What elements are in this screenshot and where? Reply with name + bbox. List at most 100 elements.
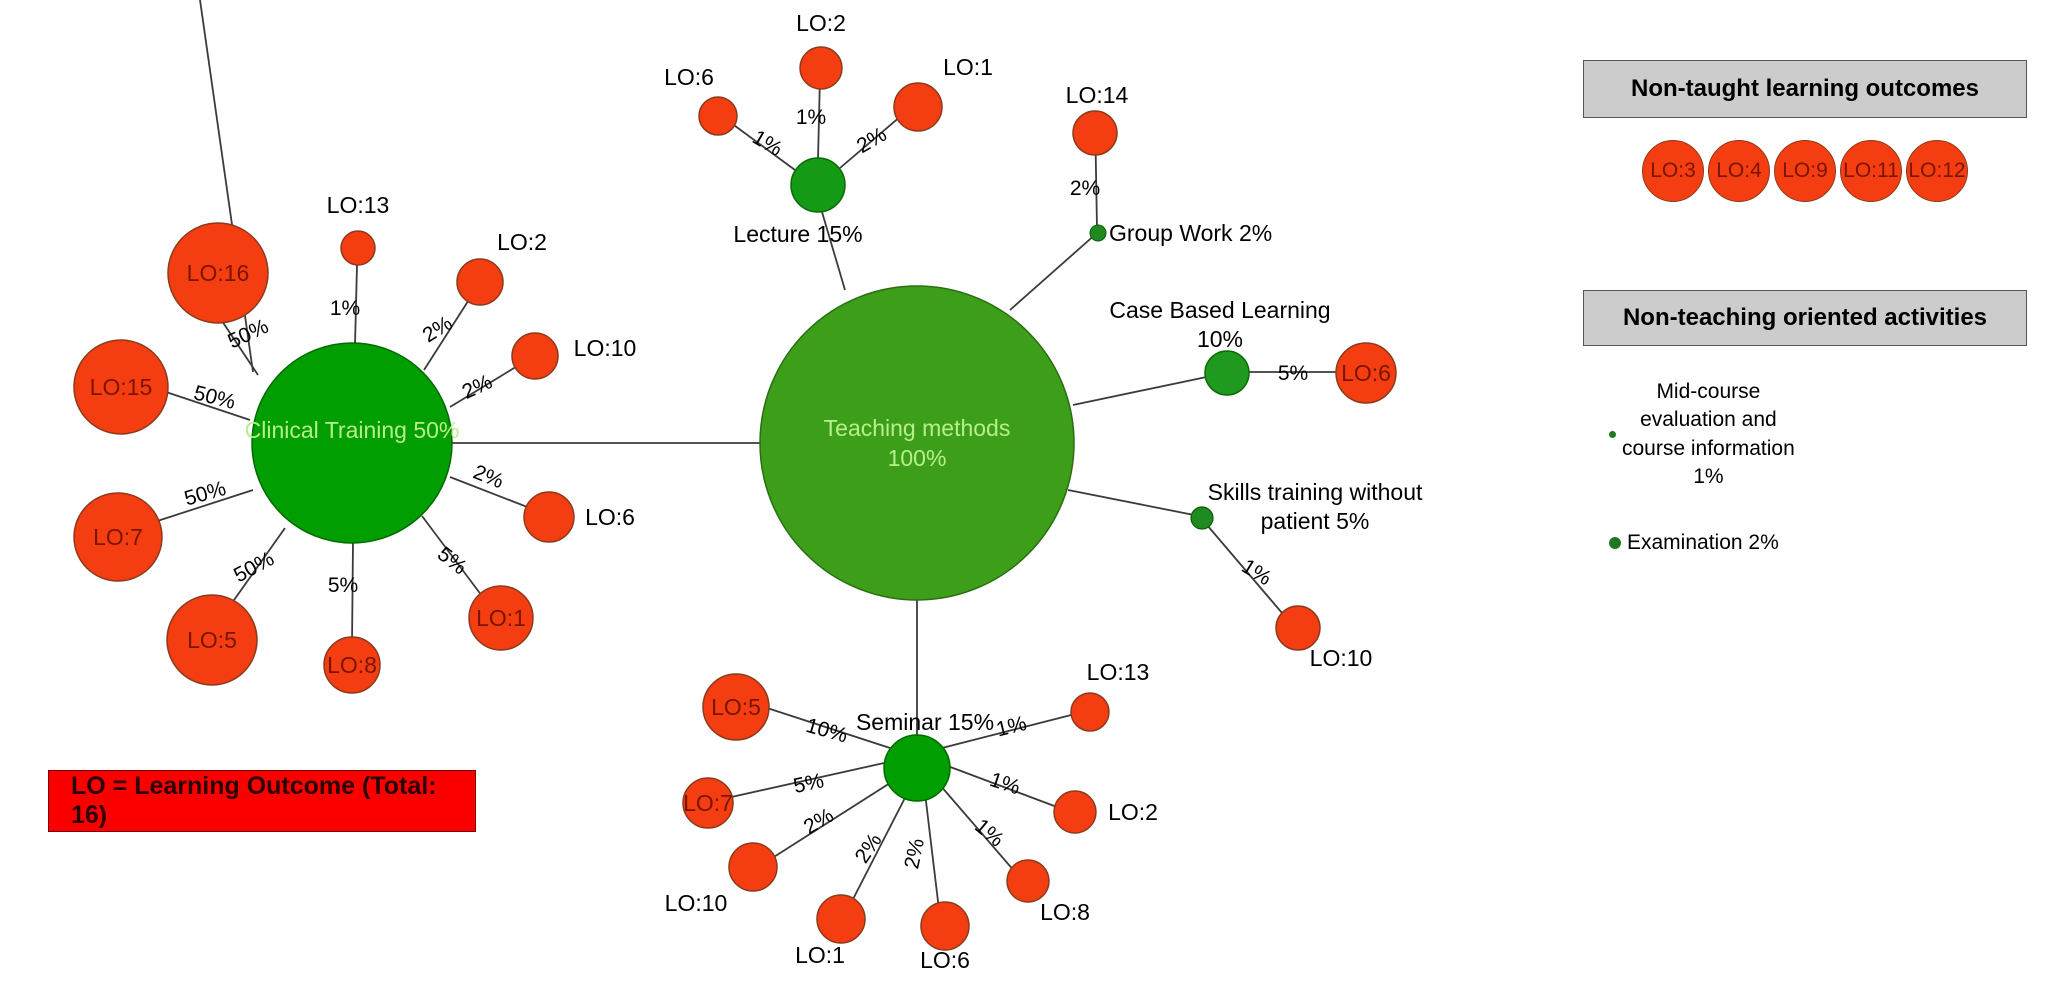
lo-node-sem-lo10[interactable]: LO:10 bbox=[665, 842, 778, 916]
lo-node-skl-lo10-circle[interactable] bbox=[1275, 605, 1321, 651]
node-lecture-circle[interactable] bbox=[790, 157, 846, 213]
node-group-work[interactable]: Group Work 2% bbox=[1089, 220, 1272, 246]
lo-node-ct-lo5[interactable]: LO:5 bbox=[166, 594, 258, 686]
edge-label-ct-lo2: 2% bbox=[419, 312, 457, 348]
edge-sem-lo8 bbox=[939, 784, 1023, 881]
edge-label-sem-lo6: 2% bbox=[900, 836, 929, 870]
lo-node-ct-lo1-circle[interactable] bbox=[468, 585, 534, 651]
node-clinical-training-circle[interactable] bbox=[251, 342, 453, 544]
lo-node-sem-lo8-label: LO:8 bbox=[1040, 899, 1090, 925]
lo-node-sem-lo6[interactable]: LO:6 bbox=[920, 901, 970, 973]
lo-node-lec-lo6-label: LO:6 bbox=[664, 64, 714, 90]
lo-node-sem-lo10-label: LO:10 bbox=[665, 890, 728, 916]
edge-label-lec-lo6: 1% bbox=[748, 126, 786, 161]
lo-node-skl-lo10[interactable]: LO:10 bbox=[1275, 605, 1373, 671]
node-seminar[interactable]: Seminar 15% bbox=[856, 709, 994, 802]
edge-label-sem-lo1: 2% bbox=[851, 829, 887, 867]
lo-node-lec-lo1[interactable]: LO:1 bbox=[893, 54, 993, 132]
edge-label-skl-lo10: 1% bbox=[1237, 555, 1275, 591]
edge-label-sem-lo10: 2% bbox=[800, 804, 838, 839]
node-case-based-learning-circle[interactable] bbox=[1204, 350, 1250, 396]
lo-node-ct-lo7-circle[interactable] bbox=[73, 492, 163, 582]
lo-node-lec-lo2[interactable]: LO:2 bbox=[796, 10, 846, 90]
lo-node-sem-lo8-circle[interactable] bbox=[1006, 859, 1050, 903]
lo-node-ct-lo5-label: LO:5 bbox=[187, 627, 237, 653]
edge-sem-lo7 bbox=[726, 762, 885, 799]
legend-lo-chip[interactable]: LO:12 bbox=[1906, 140, 1968, 202]
activity-mid-course-evaluation[interactable]: Mid-course evaluation and course informa… bbox=[1583, 378, 2027, 491]
lo-node-ct-lo7[interactable]: LO:7 bbox=[73, 492, 163, 582]
lo-node-ct-lo5-circle[interactable] bbox=[166, 594, 258, 686]
lo-node-sem-lo5[interactable]: LO:5 bbox=[702, 673, 770, 741]
lo-node-sem-lo13[interactable]: LO:13 bbox=[1070, 659, 1149, 732]
lo-node-cbl-lo6-circle[interactable] bbox=[1335, 342, 1397, 404]
edge-sem-lo13 bbox=[941, 711, 1084, 749]
lo-node-gw-lo14-circle[interactable] bbox=[1072, 110, 1118, 156]
legend-lo-chip[interactable]: LO:3 bbox=[1642, 140, 1704, 202]
lo-node-skl-lo10-label: LO:10 bbox=[1310, 645, 1373, 671]
lo-node-sem-lo8[interactable]: LO:8 bbox=[1006, 859, 1090, 925]
edge-lec-lo6 bbox=[726, 119, 796, 171]
lo-node-ct-lo13[interactable]: LO:13 bbox=[327, 192, 390, 266]
node-seminar-circle[interactable] bbox=[883, 734, 951, 802]
lo-node-ct-lo16[interactable]: LO:16 bbox=[167, 222, 269, 324]
lo-node-ct-lo10[interactable]: LO:10 bbox=[511, 332, 636, 380]
node-clinical-training[interactable]: Clinical Training 50% bbox=[245, 342, 460, 544]
lo-node-sem-lo7[interactable]: LO:7 bbox=[682, 777, 734, 829]
lo-node-ct-lo6-circle[interactable] bbox=[523, 491, 575, 543]
lo-node-lec-lo6[interactable]: LO:6 bbox=[664, 64, 738, 136]
lo-node-lec-lo2-circle[interactable] bbox=[799, 46, 843, 90]
lo-node-ct-lo6[interactable]: LO:6 bbox=[523, 491, 635, 543]
lo-node-ct-lo1[interactable]: LO:1 bbox=[468, 585, 534, 651]
node-skills-training[interactable]: Skills training without patient 5% bbox=[1190, 479, 1423, 534]
lo-node-ct-lo15[interactable]: LO:15 bbox=[73, 339, 169, 435]
edge-ct-lo15 bbox=[159, 389, 251, 421]
lo-node-sem-lo1[interactable]: LO:1 bbox=[795, 894, 866, 968]
edge-sem-lo10 bbox=[765, 782, 891, 863]
lo-node-sem-lo7-circle[interactable] bbox=[682, 777, 734, 829]
lo-node-ct-lo2-circle[interactable] bbox=[456, 258, 504, 306]
lo-node-sem-lo10-circle[interactable] bbox=[728, 842, 778, 892]
lo-node-ct-lo16-circle[interactable] bbox=[167, 222, 269, 324]
lo-node-ct-lo8[interactable]: LO:8 bbox=[323, 636, 381, 694]
lo-node-sem-lo13-circle[interactable] bbox=[1070, 692, 1110, 732]
node-skills-training-label-line1: Skills training without bbox=[1208, 479, 1423, 505]
lo-node-sem-lo2[interactable]: LO:2 bbox=[1053, 790, 1158, 834]
legend-lo-chip[interactable]: LO:4 bbox=[1708, 140, 1770, 202]
edge-sem-lo5 bbox=[763, 706, 891, 749]
lo-node-ct-lo1-label: LO:1 bbox=[476, 605, 526, 631]
node-lecture[interactable]: Lecture 15% bbox=[733, 157, 863, 247]
lo-node-sem-lo1-circle[interactable] bbox=[816, 894, 866, 944]
node-case-based-learning[interactable]: Case Based Learning 10% bbox=[1109, 297, 1331, 396]
lo-node-ct-lo10-circle[interactable] bbox=[511, 332, 559, 380]
node-skills-training-circle[interactable] bbox=[1190, 506, 1214, 530]
activity-examination[interactable]: Examination 2% bbox=[1583, 531, 2027, 555]
node-seminar-label: Seminar 15% bbox=[856, 709, 994, 735]
legend-non-taught-header: Non-taught learning outcomes bbox=[1583, 60, 2027, 118]
lo-node-sem-lo5-circle[interactable] bbox=[702, 673, 770, 741]
lo-node-ct-lo15-circle[interactable] bbox=[73, 339, 169, 435]
node-teaching-methods-label: Teaching methods bbox=[824, 415, 1011, 441]
edges-layer bbox=[144, 0, 1336, 919]
node-teaching-methods-circle[interactable] bbox=[759, 285, 1075, 601]
green-dot-icon bbox=[1609, 431, 1616, 439]
lo-node-ct-lo13-circle[interactable] bbox=[340, 230, 376, 266]
legend-lo-chip[interactable]: LO:11 bbox=[1840, 140, 1902, 202]
edge-label-lec-lo2: 1% bbox=[796, 106, 826, 129]
lo-node-lec-lo1-circle[interactable] bbox=[893, 82, 943, 132]
node-group-work-circle[interactable] bbox=[1089, 224, 1107, 242]
lo-node-sem-lo2-circle[interactable] bbox=[1053, 790, 1097, 834]
lo-node-cbl-lo6[interactable]: LO:6 bbox=[1335, 342, 1397, 404]
lo-node-sem-lo6-circle[interactable] bbox=[920, 901, 970, 951]
lo-node-ct-lo2[interactable]: LO:2 bbox=[456, 229, 547, 306]
legend-lo-chip[interactable]: LO:9 bbox=[1774, 140, 1836, 202]
lo-node-sem-lo5-label: LO:5 bbox=[711, 694, 761, 720]
lo-node-ct-lo8-circle[interactable] bbox=[323, 636, 381, 694]
lo-node-gw-lo14[interactable]: LO:14 bbox=[1066, 82, 1129, 156]
node-case-based-learning-label-line1: Case Based Learning bbox=[1109, 297, 1330, 323]
lo-node-lec-lo6-circle[interactable] bbox=[698, 96, 738, 136]
lo-node-ct-lo7-label: LO:7 bbox=[93, 524, 143, 550]
lo-node-gw-lo14-label: LO:14 bbox=[1066, 82, 1129, 108]
node-teaching-methods[interactable]: Teaching methods 100% bbox=[759, 285, 1075, 601]
edge-root-skills-training bbox=[1067, 489, 1200, 517]
